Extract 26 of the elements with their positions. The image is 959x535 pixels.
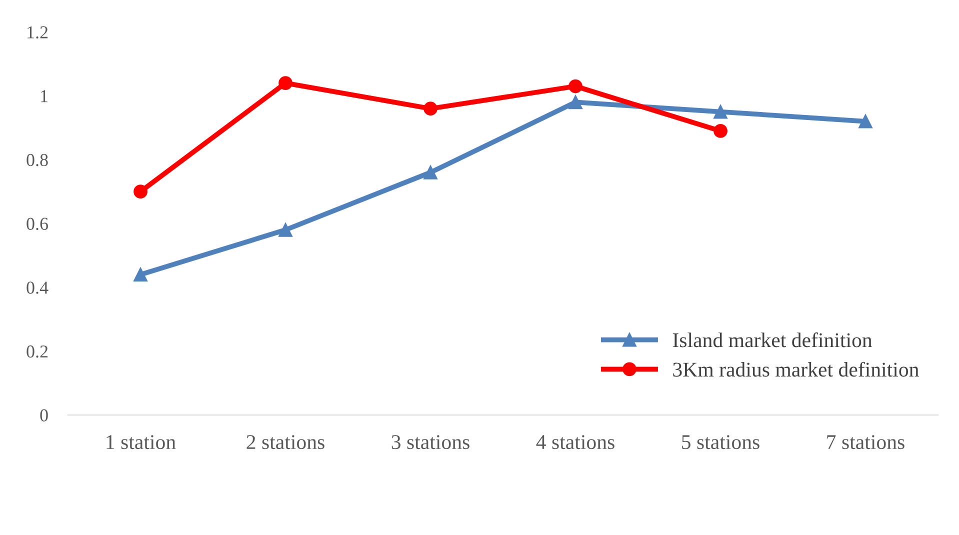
legend-label: 3Km radius market definition: [673, 362, 919, 377]
point: [568, 95, 582, 110]
x-tick-label: 4 stations: [536, 435, 614, 450]
point: [134, 268, 148, 282]
point: [858, 114, 872, 128]
point: [568, 79, 582, 94]
x-tick-label: 2 stations: [246, 435, 324, 450]
x-tick-label: 5 stations: [682, 435, 760, 450]
point: [714, 124, 728, 138]
point: [424, 165, 438, 180]
y-tick-label: 0.6: [26, 218, 48, 230]
legend-label: Island market definition: [672, 332, 872, 348]
y-tick-label: 0.2: [26, 345, 48, 358]
y-tick-label: 0.8: [26, 154, 48, 166]
point: [134, 184, 148, 199]
point: [714, 104, 728, 119]
x-tick-label: 7 stations: [827, 435, 904, 450]
y-tick-label: 0: [40, 409, 48, 422]
y-tick-label: 0.4: [26, 282, 48, 294]
point: [424, 102, 438, 116]
y-tick-label: 1.2: [28, 26, 48, 39]
x-tick-label: 1 station: [106, 435, 176, 450]
point: [278, 76, 292, 90]
y-tick-label: 1: [41, 90, 48, 102]
point: [278, 222, 292, 237]
x-tick-label: 3 stations: [392, 435, 470, 450]
